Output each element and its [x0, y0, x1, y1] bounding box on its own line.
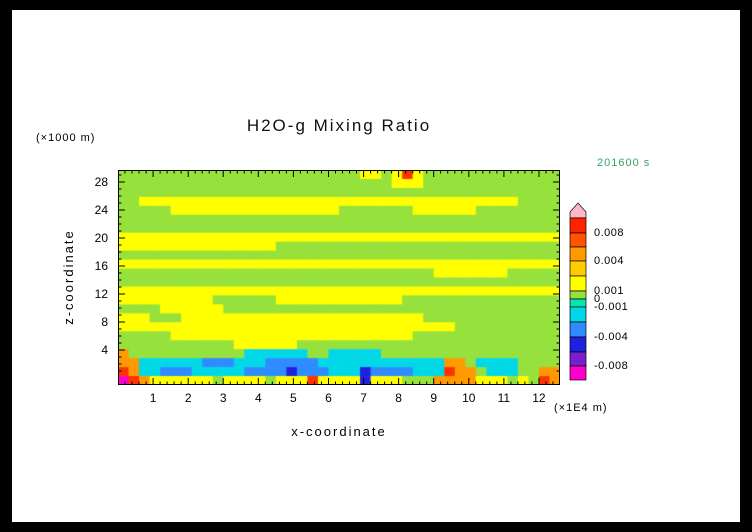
x-axis-title: x-coordinate [291, 424, 387, 439]
colorbar [569, 202, 587, 381]
colorbar-segment [569, 290, 587, 300]
colorbar-segment [569, 365, 587, 381]
colorbar-segment [569, 298, 587, 308]
x-tick-label: 6 [325, 391, 332, 405]
colorbar-tick-label: 0.004 [594, 255, 625, 267]
x-tick-label: 1 [149, 391, 157, 405]
y-tick-label: 8 [101, 315, 108, 329]
y-tick-label: 24 [94, 203, 108, 217]
heatmap-plot [118, 170, 560, 385]
y-tick-label: 16 [94, 259, 108, 273]
colorbar-segment [569, 260, 587, 277]
figure-canvas: H2O-g Mixing Ratio (×1000 m) 201600 s z-… [12, 10, 740, 522]
x-tick-label: 8 [395, 391, 402, 405]
colorbar-tick-label: -0.004 [594, 331, 629, 343]
z-axis-unit-label: (×1000 m) [36, 132, 96, 144]
y-tick-label: 28 [94, 175, 108, 189]
heatmap-canvas [118, 170, 560, 385]
x-tick-label: 5 [290, 391, 297, 405]
colorbar-segment [569, 232, 587, 248]
x-tick-label: 11 [497, 391, 511, 405]
plot-title: H2O-g Mixing Ratio [246, 116, 432, 135]
y-tick-label: 4 [101, 343, 108, 357]
x-tick-label: 2 [184, 391, 192, 405]
colorbar-tick-label: -0.001 [594, 301, 629, 313]
y-tick-label: 12 [94, 287, 108, 301]
colorbar-tick-label: 0 [594, 293, 601, 305]
colorbar-segment [569, 321, 587, 338]
x-tick-label: 3 [219, 391, 227, 405]
y-tick-label: 20 [94, 231, 108, 245]
colorbar-arrow-icon [569, 202, 587, 219]
colorbar-segment [569, 217, 587, 234]
colorbar-tick-label: 0.008 [594, 227, 625, 239]
time-stamp-label: 201600 s [597, 157, 651, 169]
x-tick-label: 9 [430, 391, 438, 405]
x-tick-label: 4 [254, 391, 262, 405]
colorbar-tick-label: -0.008 [594, 360, 629, 372]
x-tick-label: 10 [462, 391, 476, 405]
x-tick-label: 7 [360, 391, 367, 405]
colorbar-tick-label: 0.001 [594, 285, 625, 297]
colorbar-segment [569, 351, 587, 367]
x-axis-unit-label: (×1E4 m) [554, 402, 608, 414]
x-tick-label: 12 [532, 391, 546, 405]
colorbar-segment [569, 246, 587, 262]
colorbar-segment [569, 306, 587, 323]
colorbar-segment [569, 336, 587, 353]
colorbar-segment [569, 275, 587, 292]
plot-axes-ticks [118, 170, 560, 385]
